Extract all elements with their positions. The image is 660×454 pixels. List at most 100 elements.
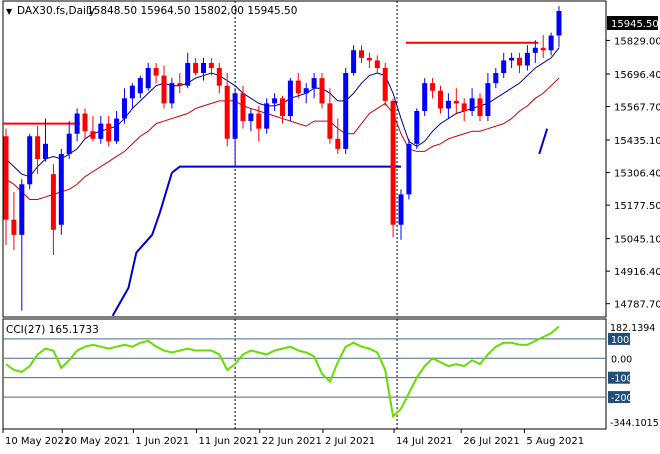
ohlc-readout: 15848.50 15964.50 15802,00 15945.50 [87, 5, 297, 17]
candle-body [343, 73, 349, 149]
candle-body [169, 83, 175, 104]
symbol-label: DAX30.fs,Daily [17, 5, 95, 17]
cci-series [5, 325, 560, 419]
candle-body [74, 113, 80, 134]
candle-body [224, 85, 230, 139]
candle-body [485, 83, 491, 117]
candle-body [82, 113, 88, 132]
candle-body [461, 103, 467, 111]
time-tick-label: 26 Jul 2021 [463, 436, 520, 447]
candle-body [50, 174, 56, 230]
price-tick-label: 15177.50 [614, 201, 660, 212]
candle-body [66, 133, 72, 154]
candle-body [303, 88, 309, 94]
candle-body [58, 153, 64, 225]
current-price-marker [607, 16, 658, 30]
candle-body [161, 75, 167, 104]
candle-body [406, 143, 412, 195]
candle-body [177, 83, 183, 86]
support-tail-line [538, 128, 549, 155]
cci-level-badge [608, 371, 630, 384]
candle-body [469, 98, 475, 111]
candle-body [145, 67, 151, 89]
candle-body [374, 60, 380, 68]
price-tick-label: 14787.70 [614, 300, 660, 311]
candle-body [327, 103, 333, 139]
candle-body [264, 103, 270, 129]
candle-body [351, 50, 357, 74]
candle-body [477, 98, 483, 117]
support-ramp-line [111, 172, 173, 317]
candle-body [414, 110, 420, 144]
price-tick-label: 14916.40 [614, 267, 660, 278]
time-tick-label: 2 Jul 2021 [325, 436, 375, 447]
candle-body [548, 35, 554, 51]
candle-body [445, 100, 451, 109]
cci-level-label: -100 [611, 374, 633, 385]
candle-body [556, 10, 562, 36]
candle-body [532, 47, 538, 53]
price-tick-label: 15567.70 [614, 102, 660, 113]
price-tick-label: 15435.10 [614, 136, 660, 147]
price-tick-label: 15829.00 [614, 36, 660, 47]
price-tick-label: 15696.40 [614, 70, 660, 81]
candle-body [201, 62, 206, 74]
cci-level-badge [608, 391, 630, 404]
candle-body [382, 67, 388, 101]
time-tick-label: 11 Jun 2021 [199, 436, 259, 447]
cci-bottom-value: -344.1015 [610, 418, 659, 429]
cci-level-label: 100 [611, 335, 629, 346]
candle-body [524, 52, 530, 66]
candle-body [153, 67, 159, 76]
time-tick-label: 20 May 2021 [64, 436, 129, 447]
time-tick-label: 14 Jul 2021 [396, 436, 453, 447]
candle-body [185, 62, 191, 86]
candle-body [11, 219, 17, 235]
candle-body [319, 78, 325, 104]
price-axis: 15829.00 15696.40 15567.70 15435.10 15306.40… [606, 36, 660, 311]
candle-body [422, 83, 428, 111]
price-tick-label: 15306.40 [614, 169, 660, 180]
candle-body [129, 85, 135, 99]
candle-body [90, 131, 96, 139]
candle-body [280, 98, 285, 117]
candle-body [540, 47, 546, 51]
candle-body [517, 57, 522, 66]
candle-body [272, 98, 278, 104]
current-price-label: 15945.50 [611, 19, 659, 30]
candle-body [43, 143, 48, 159]
candle-body [98, 123, 104, 139]
chart-menu-toggle-icon[interactable]: ▼ [6, 7, 13, 16]
candle-body [398, 194, 404, 225]
cci-label: CCI(27) 165.1733 [6, 324, 99, 336]
candles [3, 6, 562, 311]
candle-body [509, 57, 515, 61]
indicator-panel-frame [2, 318, 607, 430]
candle-body [366, 57, 372, 61]
time-tick-label: 1 Jun 2021 [135, 436, 189, 447]
candle-body [501, 60, 507, 74]
candle-body [240, 93, 246, 122]
support-line [171, 165, 401, 174]
price-panel-frame [2, 0, 607, 318]
candle-body [311, 78, 317, 89]
candle-body [122, 98, 127, 119]
candle-body [208, 62, 214, 68]
time-tick-label: 5 Aug 2021 [526, 436, 584, 447]
candle-body [438, 90, 443, 109]
candle-body [137, 78, 143, 94]
cci-level-label: -200 [611, 393, 633, 404]
candle-body [493, 73, 499, 84]
candle-body [19, 184, 25, 235]
cci-top-value: 182.1394 [610, 323, 655, 334]
candle-body [390, 100, 396, 225]
candle-body [3, 136, 9, 220]
time-tick-label: 10 May 2021 [5, 436, 70, 447]
candle-body [453, 100, 459, 104]
price-tick-label: 15045.10 [614, 235, 660, 246]
candle-body [248, 113, 254, 122]
cci-level-badge [608, 332, 630, 345]
